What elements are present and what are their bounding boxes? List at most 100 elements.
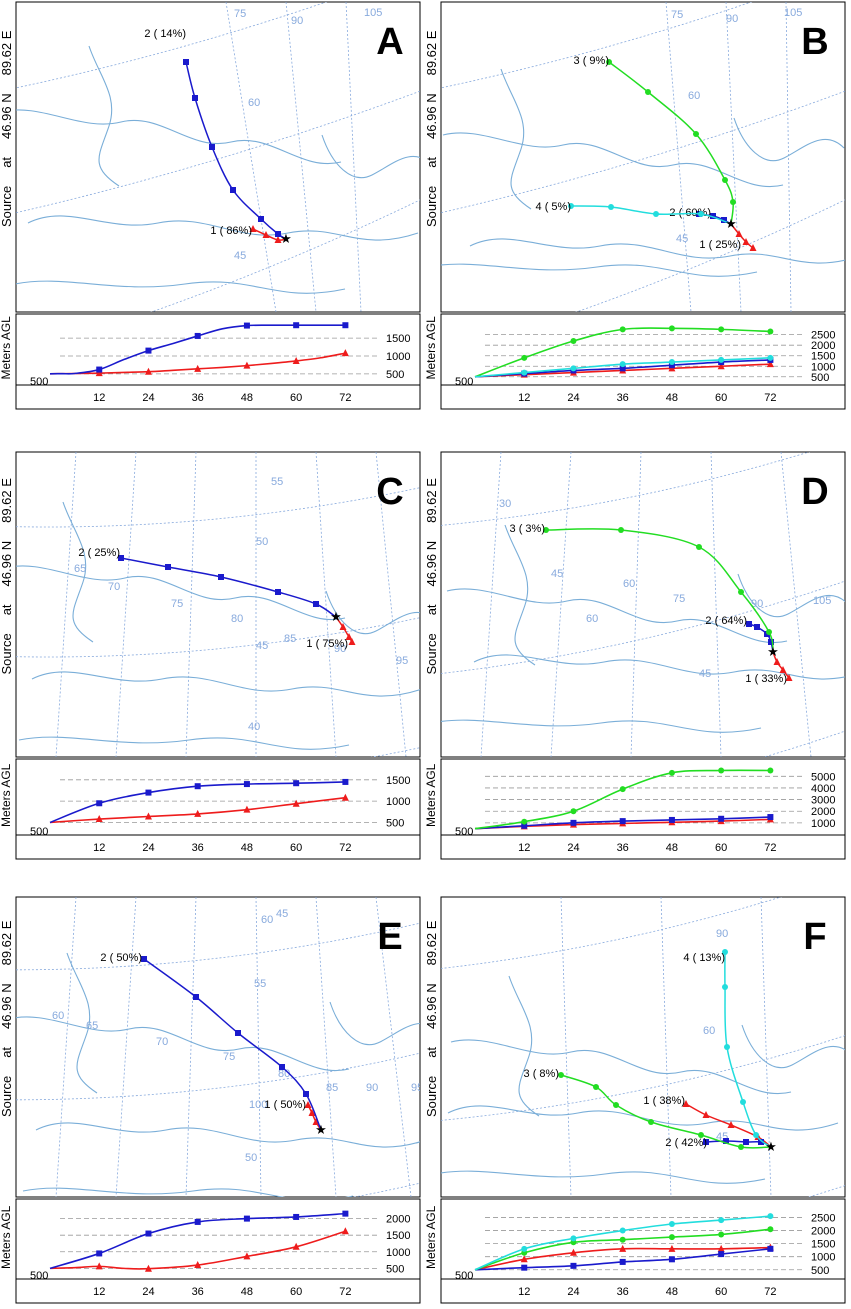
map-grid-label: 45	[699, 668, 711, 680]
height-point	[570, 808, 577, 815]
svg-text:Sourceat46.96 N89.62 E: Sourceat46.96 N89.62 E	[0, 920, 14, 1117]
x-tick-label: 60	[715, 1286, 727, 1298]
svg-text:Sourceat46.96 N89.62 E: Sourceat46.96 N89.62 E	[425, 920, 439, 1117]
svg-text:Sourceat46.96 N89.62 E: Sourceat46.96 N89.62 E	[0, 478, 14, 675]
map-grid-label: 50	[245, 1152, 257, 1164]
y-tick-label: 500	[811, 1265, 829, 1277]
coastline	[88, 45, 120, 187]
map-grid-label: 75	[673, 593, 685, 605]
height-point	[521, 1264, 528, 1271]
height-point	[570, 337, 577, 344]
trajectory-label: 2 ( 64%)	[705, 615, 747, 627]
height-point	[341, 1227, 349, 1235]
map-grid-label: 85	[326, 1082, 338, 1094]
y-tick-label: 1000	[811, 1252, 835, 1264]
height-point	[767, 1213, 774, 1220]
height-point	[194, 1261, 202, 1269]
trajectory-point	[735, 230, 743, 237]
trajectory-point	[710, 213, 716, 219]
trajectory-point	[303, 1091, 309, 1097]
x-tick-label: 24	[567, 1286, 579, 1298]
source-location-label: Sourceat46.96 N89.62 E	[425, 478, 439, 675]
trajectory-1	[772, 651, 790, 679]
coastline	[16, 1016, 350, 1072]
trajectory-point	[165, 564, 171, 570]
trajectory-point	[608, 204, 614, 210]
panel-letter: D	[801, 471, 828, 513]
trajectory-point	[721, 217, 727, 223]
trajectory-label: 4 ( 5%)	[536, 201, 571, 213]
trajectory-point	[348, 638, 356, 645]
y-tick-label: 1500	[386, 333, 410, 345]
height-profile: Meters AGL 500 1000 1500 2000 500 12 24 36 48 60 72	[0, 1198, 421, 1304]
trajectory-label: 1 ( 75%)	[306, 638, 348, 650]
panel-letter: B	[801, 21, 828, 63]
y-tick-label: 1500	[386, 1230, 410, 1242]
x-tick-label: 48	[666, 1286, 678, 1298]
coastline	[504, 524, 536, 666]
height-point	[520, 1255, 528, 1263]
y-axis-label: Meters AGL	[0, 1205, 13, 1269]
coastline	[22, 1187, 354, 1197]
height-point	[521, 818, 528, 825]
map-grid-label: 55	[254, 978, 266, 990]
height-point	[570, 1235, 577, 1242]
x-tick-label: 60	[290, 392, 302, 404]
trajectory-point	[209, 144, 215, 150]
x-tick-label: 48	[241, 1286, 253, 1298]
panel-letter: E	[377, 916, 402, 958]
trajectory-point	[693, 131, 699, 137]
height-point	[717, 362, 725, 370]
y-tick-label: 2000	[811, 806, 835, 818]
trajectory-label: 4 ( 13%)	[683, 952, 725, 964]
height-point	[145, 347, 152, 354]
svg-text:Sourceat46.96 N89.62 E: Sourceat46.96 N89.62 E	[425, 30, 439, 227]
x-tick-label: 36	[192, 392, 204, 404]
coastline	[16, 565, 346, 621]
height-point	[243, 805, 251, 813]
height-point	[668, 1244, 676, 1252]
trajectory-point	[746, 621, 752, 627]
height-point	[243, 1252, 251, 1260]
coastline	[446, 588, 788, 644]
height-point	[341, 349, 349, 357]
trajectory-point	[258, 216, 264, 222]
trajectory-label: 2 ( 42%)	[665, 1137, 707, 1149]
height-point	[717, 1244, 725, 1252]
height-point	[668, 1221, 675, 1227]
height-point	[767, 814, 774, 821]
height-point	[668, 359, 675, 366]
height-point	[342, 778, 349, 785]
source-star-icon: ★	[767, 644, 779, 659]
trajectory-point	[183, 59, 189, 65]
coastline	[66, 952, 98, 1094]
height-point	[718, 815, 725, 822]
trajectory-point	[249, 225, 257, 232]
height-point	[521, 369, 528, 376]
x-tick-label: 36	[617, 842, 629, 854]
source-location-label: Sourceat46.96 N89.62 E	[425, 30, 439, 227]
y-axis-label: Meters AGL	[425, 316, 438, 380]
x-tick-label: 48	[666, 842, 678, 854]
trajectory-label: 1 ( 38%)	[643, 1095, 685, 1107]
coastline	[329, 1001, 420, 1046]
x-tick-label: 72	[764, 842, 776, 854]
y-tick-label: 1000	[811, 818, 835, 830]
map-grid-label: 80	[231, 613, 243, 625]
coastline	[442, 132, 784, 188]
coastline	[473, 654, 845, 680]
source-location-label: Sourceat46.96 N89.62 E	[0, 478, 14, 675]
height-point	[293, 1213, 300, 1220]
start-height-label: 500	[455, 1270, 473, 1282]
height-point	[194, 364, 202, 372]
height-point	[292, 1242, 300, 1250]
trajectory-point	[722, 177, 728, 183]
trajectory-point	[724, 1044, 730, 1050]
start-height-label: 500	[30, 826, 48, 838]
coastline	[441, 719, 762, 733]
source-location-label: Sourceat46.96 N89.62 E	[0, 30, 14, 227]
x-tick-label: 24	[567, 842, 579, 854]
trajectory-1	[252, 228, 287, 241]
trajectory-map: 75 90 105 60 45 1 ( 86%) 2 ( 14%) ★ A	[15, 1, 421, 313]
